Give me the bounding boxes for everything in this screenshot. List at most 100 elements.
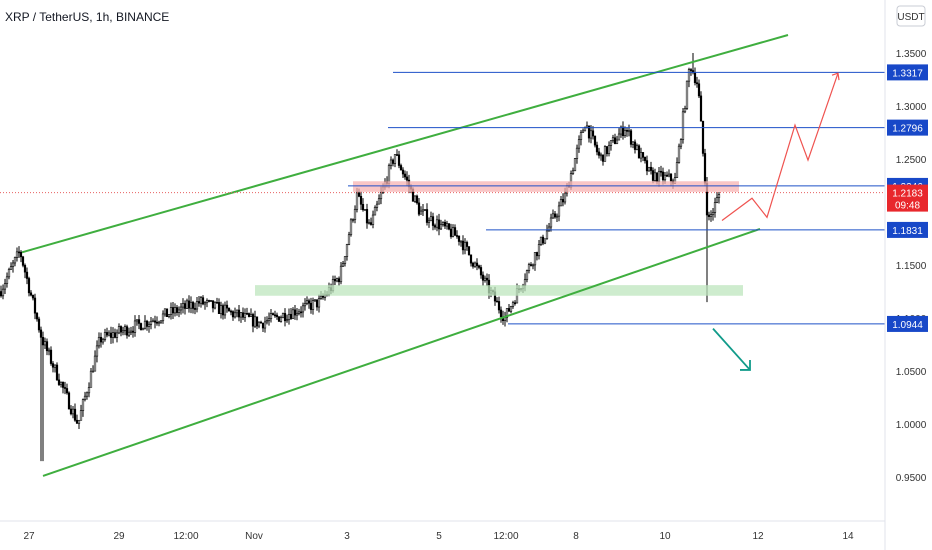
candle xyxy=(339,262,343,285)
candle xyxy=(3,278,7,294)
candle xyxy=(341,260,345,267)
candle xyxy=(547,222,551,232)
candle xyxy=(399,163,403,171)
candle xyxy=(453,224,457,236)
candle xyxy=(91,365,95,373)
candle xyxy=(481,271,485,286)
candle xyxy=(309,297,313,314)
candle xyxy=(115,329,119,343)
candle xyxy=(273,310,277,318)
candle xyxy=(527,262,531,274)
candle xyxy=(219,301,223,319)
candle xyxy=(305,296,309,306)
candle xyxy=(191,300,195,314)
svg-text:1.1831: 1.1831 xyxy=(892,226,923,237)
candle xyxy=(269,309,273,323)
channel-lower-line xyxy=(42,228,761,477)
candle xyxy=(371,210,375,229)
candle xyxy=(147,321,151,333)
candle xyxy=(705,177,709,303)
candle xyxy=(155,316,159,326)
candle xyxy=(225,300,229,313)
candle xyxy=(231,310,235,321)
candle xyxy=(423,209,427,212)
candle xyxy=(113,328,117,339)
level-label: 1.0944 xyxy=(887,315,928,332)
candle xyxy=(375,200,379,212)
candle xyxy=(25,267,29,285)
candle xyxy=(287,308,291,325)
candle xyxy=(175,304,179,316)
candle xyxy=(133,315,137,337)
candle xyxy=(227,307,231,312)
current-price-label: 1.2183 xyxy=(892,189,923,200)
candle xyxy=(47,347,51,356)
candle xyxy=(209,300,213,302)
candle xyxy=(101,337,105,345)
candle xyxy=(73,403,77,422)
y-tick-label: 1.2500 xyxy=(896,155,927,166)
candle xyxy=(15,247,19,262)
symbol-title[interactable]: XRP / TetherUS, 1h, BINANCE xyxy=(5,10,169,24)
candle xyxy=(347,231,351,246)
candle xyxy=(151,318,155,323)
candle xyxy=(345,243,349,261)
candle xyxy=(131,326,135,338)
candle xyxy=(195,296,199,313)
candle xyxy=(545,224,549,240)
candle xyxy=(271,312,275,316)
candle xyxy=(277,316,281,322)
currency-button[interactable]: USDT xyxy=(896,5,926,27)
candle xyxy=(593,135,597,148)
candle xyxy=(417,198,421,217)
candle xyxy=(313,299,317,303)
candle xyxy=(197,295,201,307)
candle xyxy=(707,211,711,221)
candle xyxy=(561,193,565,207)
candle xyxy=(449,223,453,239)
candle xyxy=(683,105,687,114)
candle xyxy=(631,141,635,149)
candle xyxy=(135,319,139,326)
x-tick-label: 3 xyxy=(344,531,350,542)
candle xyxy=(509,305,513,314)
candle xyxy=(589,125,593,144)
candle xyxy=(173,303,177,317)
candle xyxy=(421,204,425,216)
candle xyxy=(471,261,475,269)
candle xyxy=(703,148,707,187)
candle xyxy=(235,309,239,318)
candle xyxy=(401,167,405,179)
candle xyxy=(237,304,241,322)
candle xyxy=(125,324,129,339)
candle xyxy=(629,129,633,148)
time-axis[interactable]: 27 29 12:00 Nov 3 5 12:00 8 10 12 14 xyxy=(23,531,854,542)
candle xyxy=(575,144,579,164)
candle xyxy=(289,307,293,320)
price-axis[interactable]: 1.35001.30001.25001.15001.10001.05001.00… xyxy=(896,49,927,484)
candle xyxy=(251,312,255,333)
candle xyxy=(469,254,473,267)
candle xyxy=(293,305,297,320)
candle xyxy=(23,263,27,279)
candle xyxy=(85,391,89,400)
candle xyxy=(253,310,257,328)
candle xyxy=(35,312,39,322)
candle xyxy=(233,307,237,319)
candle xyxy=(479,264,483,279)
candle xyxy=(95,340,99,363)
candle xyxy=(77,419,81,430)
candle xyxy=(213,301,217,310)
candle xyxy=(45,338,49,356)
candle xyxy=(597,147,601,159)
candle xyxy=(679,138,683,150)
candle xyxy=(627,124,631,137)
candle xyxy=(5,272,9,288)
x-tick-label: Nov xyxy=(245,531,263,542)
candle xyxy=(613,133,617,145)
candle xyxy=(107,330,111,337)
countdown-label: 09:48 xyxy=(895,201,920,212)
candle xyxy=(457,235,461,246)
y-tick-label: 1.1500 xyxy=(896,261,927,272)
